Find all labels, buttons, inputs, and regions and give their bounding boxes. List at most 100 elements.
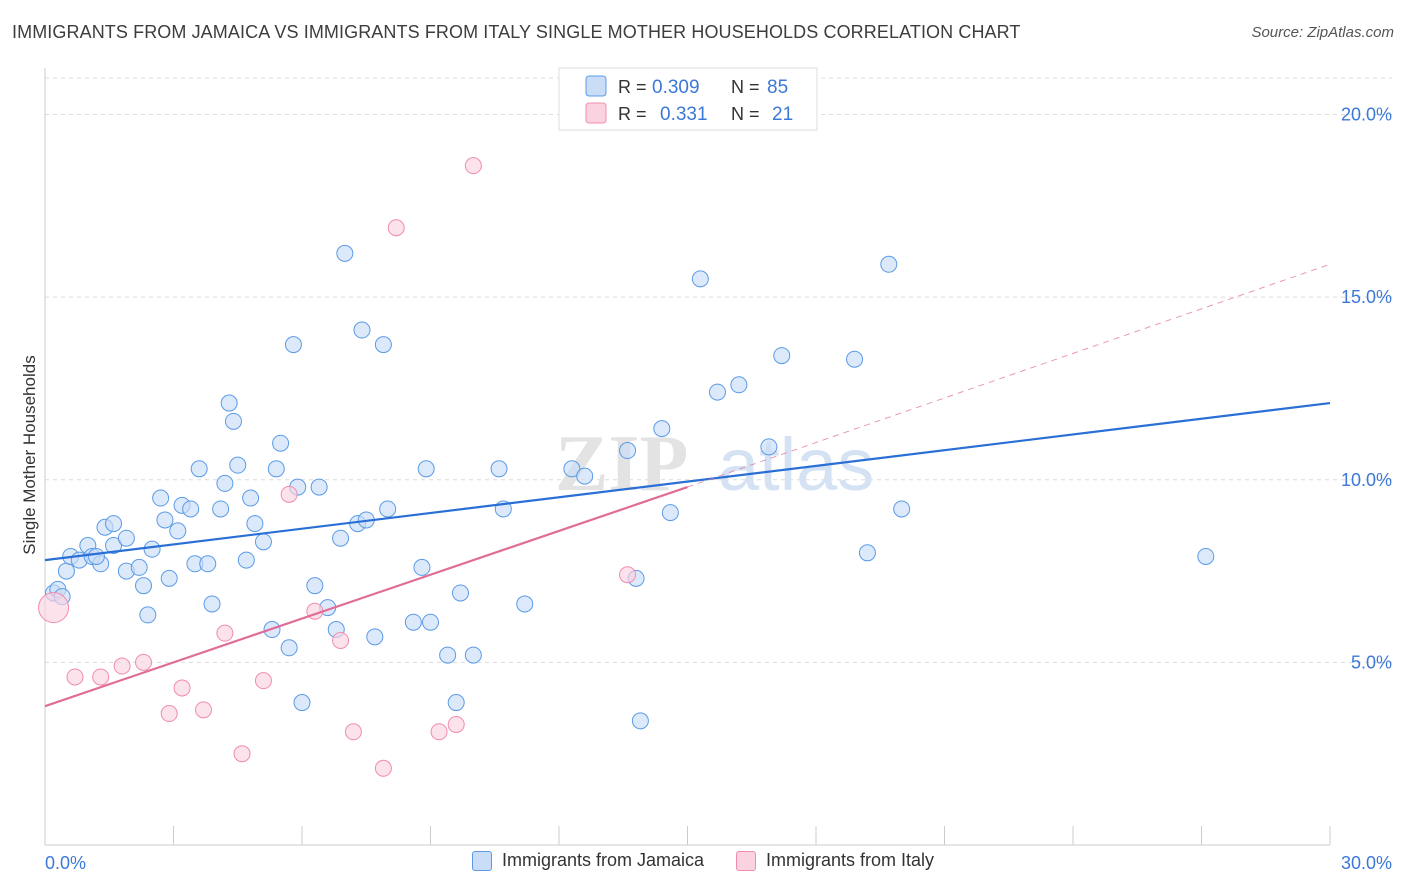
jamaica-point (105, 537, 123, 555)
trend-lines (44, 263, 1331, 708)
jamaica-point (422, 613, 439, 631)
correlation-legend: R = 0.309 N = 85 R = 0.331 N = 21 (558, 67, 818, 131)
italy-point (344, 723, 362, 741)
italy-point (160, 705, 178, 723)
jamaica-point (190, 460, 208, 478)
italy-point (194, 701, 212, 719)
legend-r-label-jamaica: R = (618, 77, 647, 97)
jamaica-point (464, 646, 482, 664)
jamaica-point (242, 489, 260, 507)
italy-point (387, 219, 405, 237)
x-tick-label: 30.0% (1341, 853, 1392, 873)
legend-label-italy: Immigrants from Italy (766, 850, 935, 870)
legend-r-value-jamaica: 0.309 (652, 77, 700, 98)
jamaica-point (379, 500, 397, 518)
chart-title: IMMIGRANTS FROM JAMAICA VS IMMIGRANTS FR… (12, 22, 1021, 42)
jamaica-point (203, 595, 221, 613)
jamaica-point (212, 500, 230, 518)
jamaica-point (417, 460, 435, 478)
legend-item-jamaica: Immigrants from Jamaica (471, 850, 704, 871)
jamaica-point (272, 434, 290, 452)
jamaica-point (254, 533, 272, 551)
jamaica-point (237, 551, 255, 569)
jamaica-point (691, 270, 709, 288)
legend-swatch-jamaica-bottom (471, 850, 492, 871)
jamaica-point (220, 394, 238, 412)
jamaica-point (87, 547, 105, 565)
jamaica-point (169, 522, 187, 540)
jamaica-point (229, 456, 247, 474)
jamaica-point (160, 569, 178, 587)
jamaica-point (413, 558, 431, 576)
legend-r-label-italy: R = (618, 104, 647, 124)
jamaica-point (773, 347, 791, 365)
italy-point (92, 668, 110, 686)
jamaica-point (267, 460, 285, 478)
legend-n-label-italy: N = (731, 104, 760, 124)
jamaica-point (353, 321, 371, 339)
legend-r-value-italy: 0.331 (660, 104, 708, 125)
legend-swatch-jamaica (585, 75, 607, 97)
jamaica-point (404, 613, 422, 631)
jamaica-point (447, 694, 465, 712)
jamaica-point (653, 420, 671, 438)
italy-point (233, 745, 251, 763)
jamaica-point (730, 376, 748, 394)
jamaica-point (310, 478, 328, 496)
jamaica-point (516, 595, 534, 613)
jamaica-point (246, 515, 264, 533)
x-tick-label: 0.0% (45, 853, 86, 873)
watermark-atlas: atlas (718, 423, 874, 506)
italy-point (619, 566, 637, 584)
jamaica-point (293, 694, 311, 712)
jamaica-point (661, 504, 679, 522)
y-tick-label: 20.0% (1341, 105, 1392, 125)
jamaica-point (846, 350, 864, 368)
jamaica-point (306, 577, 324, 595)
series-italy-points (38, 157, 637, 777)
italy-point (374, 759, 392, 777)
jamaica-point (280, 639, 298, 657)
legend-n-label-jamaica: N = (731, 77, 760, 97)
jamaica-point (439, 646, 457, 664)
jamaica-point (563, 460, 581, 478)
jamaica-point (156, 511, 174, 529)
italy-point (447, 715, 465, 733)
series-legend: Immigrants from Jamaica Immigrants from … (0, 850, 1406, 871)
italy-point (173, 679, 191, 697)
jamaica-point (139, 606, 157, 624)
legend-swatch-italy-bottom (736, 850, 756, 871)
axes (44, 68, 1331, 846)
jamaica-point (1197, 547, 1215, 565)
tick-labels: 5.0% 10.0% 15.0% 20.0% 0.0% 30.0% (45, 105, 1392, 873)
series-jamaica-points (45, 244, 1215, 730)
jamaica-point (708, 383, 726, 401)
gridlines (45, 77, 1392, 663)
jamaica-point (284, 336, 302, 354)
legend-n-value-italy: 21 (772, 104, 793, 125)
italy-point (38, 592, 70, 624)
italy-point (113, 657, 131, 675)
y-tick-label: 10.0% (1341, 470, 1392, 490)
italy-point (254, 672, 272, 690)
legend-n-value-jamaica: 85 (767, 77, 788, 98)
y-tick-label: 5.0% (1351, 652, 1392, 672)
italy-trend-extension (687, 263, 1331, 488)
jamaica-point (760, 438, 778, 456)
jamaica-point (57, 562, 75, 580)
jamaica-point (893, 500, 911, 518)
jamaica-point (490, 460, 508, 478)
jamaica-point (858, 544, 876, 562)
jamaica-point (631, 712, 649, 730)
italy-point (332, 631, 350, 649)
legend-swatch-italy (585, 102, 607, 124)
italy-point (216, 624, 234, 642)
jamaica-point (366, 628, 384, 646)
legend-item-italy: Immigrants from Italy (736, 850, 934, 871)
jamaica-point (619, 442, 637, 460)
y-tick-label: 15.0% (1341, 287, 1392, 307)
jamaica-point (152, 489, 170, 507)
italy-point (66, 668, 84, 686)
italy-point (430, 723, 448, 741)
